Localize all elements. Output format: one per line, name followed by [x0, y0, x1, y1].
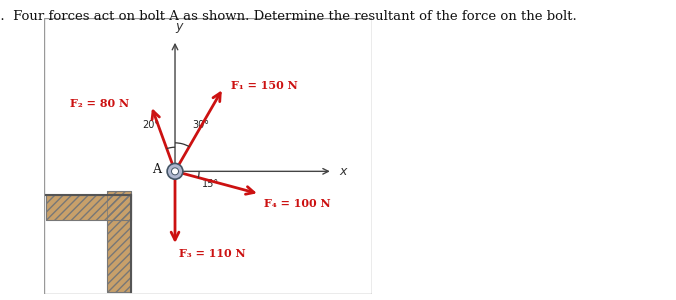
- Text: 20°: 20°: [143, 120, 160, 130]
- Text: F₄ = 100 N: F₄ = 100 N: [264, 198, 331, 209]
- Text: y: y: [176, 20, 183, 33]
- Text: F₂ = 80 N: F₂ = 80 N: [70, 98, 129, 109]
- Text: 2.  Four forces act on bolt A as shown. Determine the resultant of the force on : 2. Four forces act on bolt A as shown. D…: [0, 11, 577, 23]
- Circle shape: [167, 164, 183, 179]
- Text: 15°: 15°: [201, 179, 218, 190]
- Text: F₃ = 110 N: F₃ = 110 N: [178, 248, 245, 259]
- Bar: [46, 195, 131, 220]
- Circle shape: [172, 168, 178, 175]
- Bar: [46, 195, 131, 220]
- Bar: [107, 191, 131, 292]
- Bar: [107, 191, 131, 292]
- Text: x: x: [339, 165, 347, 178]
- Text: F₁ = 150 N: F₁ = 150 N: [231, 80, 298, 91]
- Text: A: A: [152, 163, 161, 176]
- Text: 30°: 30°: [192, 120, 209, 130]
